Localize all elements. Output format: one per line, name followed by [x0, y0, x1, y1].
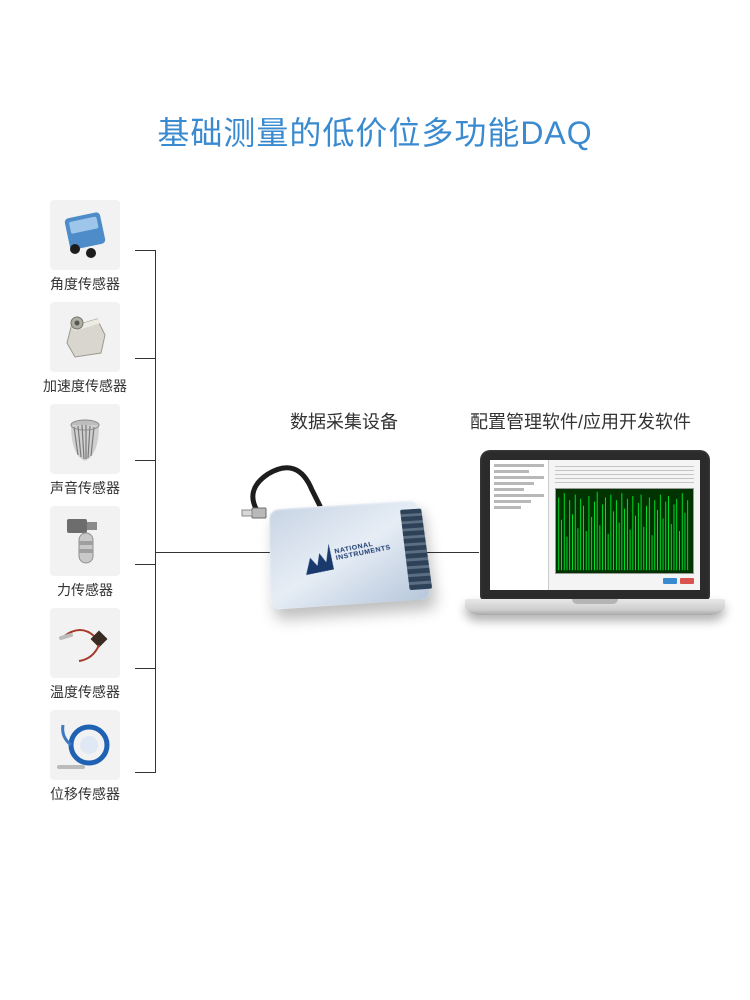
connector-line: [135, 668, 155, 669]
connector-line: [155, 250, 156, 773]
sensor-label: 力传感器: [57, 580, 113, 600]
force-sensor-icon: [50, 506, 120, 576]
sound-sensor-icon: [50, 404, 120, 474]
sensor-acceleration: 加速度传感器: [30, 302, 140, 396]
connector-line: [135, 564, 155, 565]
displacement-sensor-icon: [50, 710, 120, 780]
screen-button-icon: [663, 578, 677, 584]
screen-main: [549, 460, 700, 590]
acceleration-sensor-icon: [50, 302, 120, 372]
connector-line: [135, 358, 155, 359]
sensor-label: 角度传感器: [50, 274, 120, 294]
page-title: 基础测量的低价位多功能DAQ: [0, 108, 750, 154]
sensor-angle: 角度传感器: [30, 200, 140, 294]
daq-device: NATIONAL INSTRUMENTS: [269, 500, 431, 610]
sensors-column: 角度传感器 加速度传感器 声音传: [30, 200, 140, 804]
ni-logo-icon: NATIONAL INSTRUMENTS: [302, 531, 394, 574]
daq-terminals-icon: [400, 509, 432, 591]
sensor-label: 温度传感器: [50, 682, 120, 702]
connector-line: [135, 460, 155, 461]
sensor-force: 力传感器: [30, 506, 140, 600]
sensor-displacement: 位移传感器: [30, 710, 140, 804]
software-label: 配置管理软件/应用开发软件: [470, 408, 691, 434]
laptop: [465, 450, 725, 615]
connector-line: [155, 552, 270, 553]
laptop-screen: [490, 460, 700, 590]
sensor-label: 声音传感器: [50, 478, 120, 498]
temperature-sensor-icon: [50, 608, 120, 678]
screen-button-icon: [680, 578, 694, 584]
sensor-sound: 声音传感器: [30, 404, 140, 498]
screen-sidebar: [490, 460, 549, 590]
connector-line: [135, 772, 155, 773]
angle-sensor-icon: [50, 200, 120, 270]
laptop-base: [465, 599, 725, 615]
laptop-screen-bezel: [480, 450, 710, 600]
sensor-label: 加速度传感器: [43, 376, 127, 396]
daq-device-label: 数据采集设备: [290, 408, 398, 434]
signal-plot: [555, 488, 694, 574]
connector-line: [135, 250, 155, 251]
sensor-temperature: 温度传感器: [30, 608, 140, 702]
sensor-label: 位移传感器: [50, 784, 120, 804]
